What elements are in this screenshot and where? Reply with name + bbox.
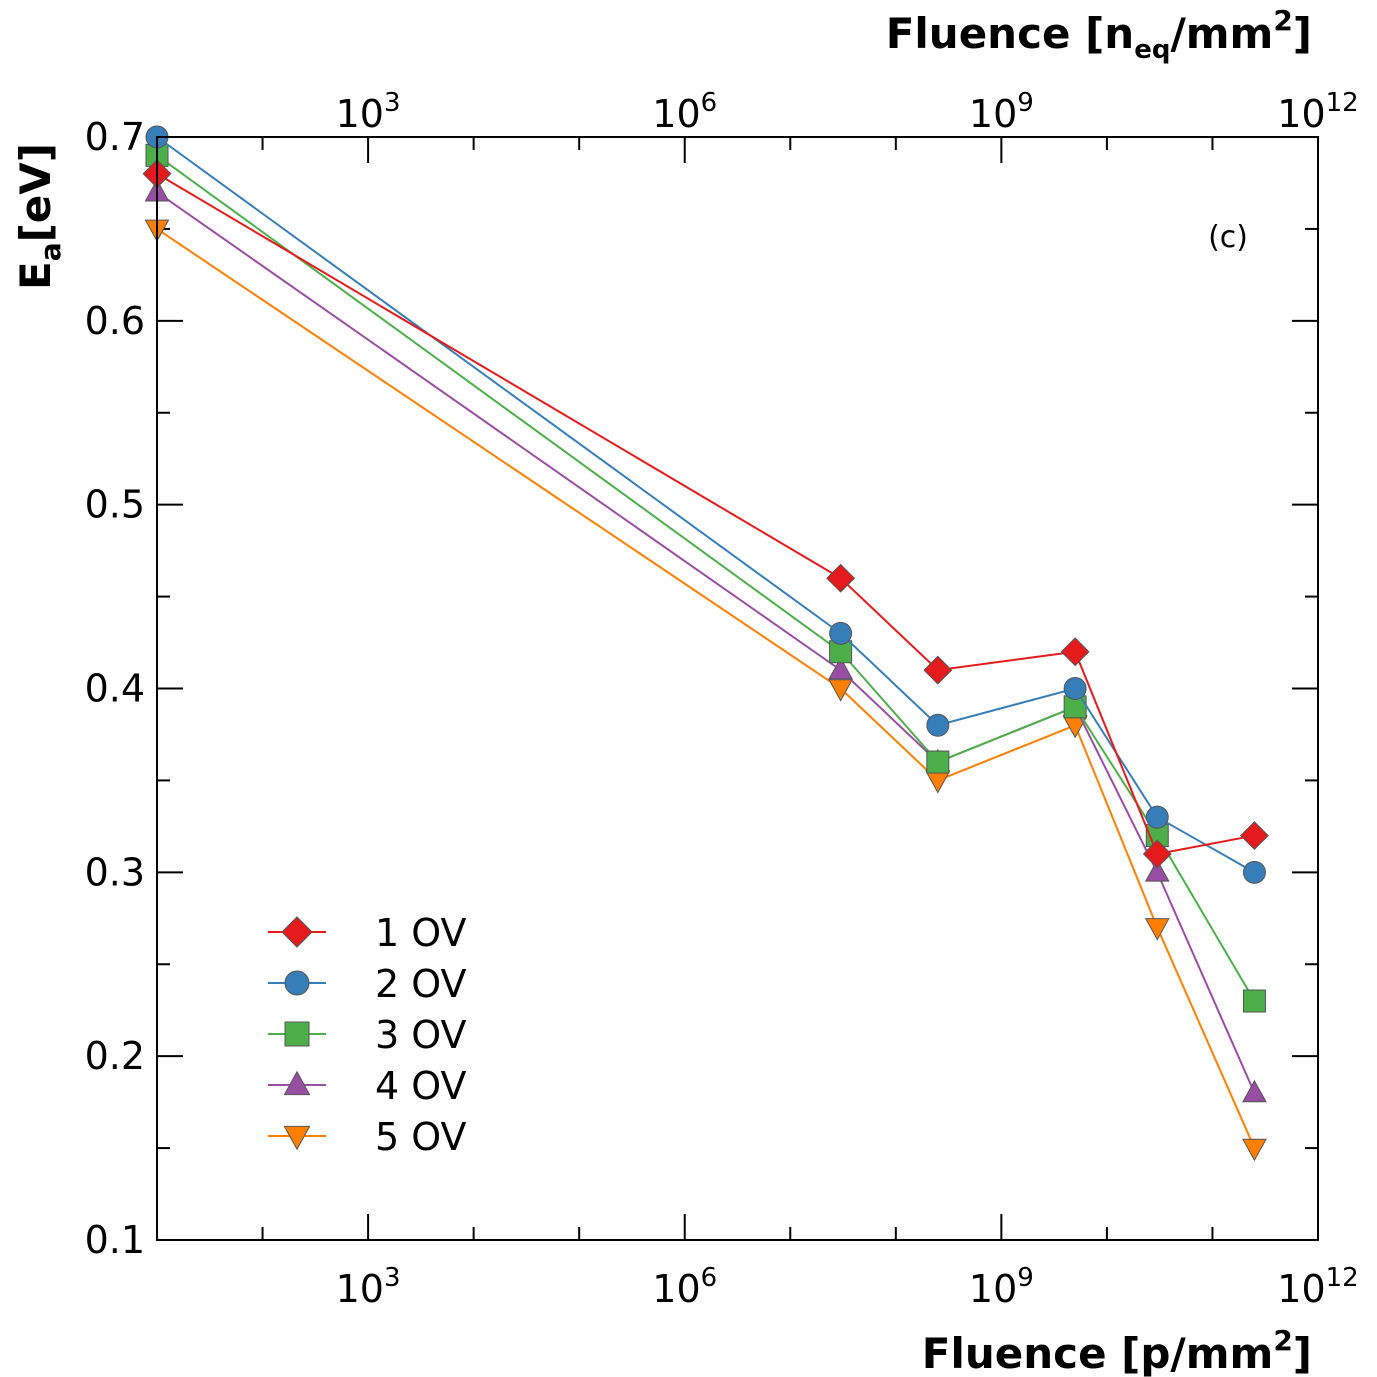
data-point [1063, 677, 1087, 700]
axes-layer: 0.10.20.30.40.50.60.71031031061061091091… [85, 88, 1359, 1311]
x-tick-label-bottom: 103 [336, 1263, 401, 1311]
y-title-main: E [11, 261, 60, 290]
tick-base: 10 [1277, 92, 1325, 136]
tick-exponent: 3 [384, 88, 401, 118]
legend: 1 OV 2 OV 3 OV 4 OV 5 OV [268, 911, 467, 1159]
data-point [926, 750, 950, 774]
tick-exponent: 3 [384, 1263, 401, 1293]
y-tick-label: 0.5 [85, 483, 145, 527]
legend-swatch-marker [284, 970, 310, 996]
data-point [1239, 821, 1269, 851]
x-tick-label-top: 103 [336, 88, 401, 136]
x-tick-label-bottom: 1012 [1277, 1263, 1358, 1311]
data-point [1145, 805, 1169, 829]
legend-swatch-marker [284, 1021, 310, 1047]
y-title-sub: a [34, 242, 67, 261]
legend-entry-1: 1 OV [268, 911, 467, 955]
tick-base: 10 [336, 92, 384, 136]
x-top-title-sub: eq [1134, 35, 1170, 65]
x-bottom-title-sup: 2 [1273, 1324, 1292, 1357]
tick-exponent: 12 [1326, 1263, 1359, 1293]
y-tick-label: 0.2 [85, 1034, 145, 1078]
annotation-label: (c) [1208, 220, 1248, 255]
x-top-title-close: ] [1293, 9, 1312, 58]
tick-base: 10 [969, 1267, 1017, 1311]
data-point [1242, 860, 1266, 884]
series-line [156, 172, 1255, 856]
data-point [1144, 859, 1170, 882]
x-tick-label-top: 1012 [1277, 88, 1358, 136]
y-tick-label: 0.3 [85, 850, 145, 894]
x-tick-label-top: 106 [652, 88, 717, 136]
series-layer [142, 125, 1269, 1162]
legend-label: 2 OV [375, 962, 467, 1006]
y-title-rest: [eV] [11, 143, 60, 242]
data-point [1242, 1138, 1267, 1162]
series-line [156, 228, 1256, 1149]
tick-exponent: 9 [1017, 1263, 1034, 1293]
legend-entry-3: 3 OV [268, 1013, 467, 1057]
series-line [156, 154, 1256, 1002]
series-line [156, 191, 1256, 1094]
x-axis-bottom-title: Fluence [p/mm2] [922, 1324, 1312, 1377]
series-line [156, 136, 1255, 874]
series-2 [145, 125, 1266, 884]
x-top-title-sup: 2 [1273, 4, 1292, 37]
tick-exponent: 9 [1017, 88, 1034, 118]
y-tick-label: 0.7 [85, 115, 145, 159]
series-3 [145, 143, 1266, 1013]
data-point [828, 679, 854, 702]
y-tick-label: 0.1 [85, 1218, 145, 1262]
data-point [1060, 637, 1090, 667]
series-1 [142, 159, 1269, 869]
legend-label: 3 OV [375, 1013, 467, 1057]
legend-entry-2: 2 OV [268, 962, 467, 1006]
y-tick-label: 0.4 [85, 667, 145, 711]
tick-base: 10 [652, 1267, 700, 1311]
x-tick-label-bottom: 106 [652, 1263, 717, 1311]
tick-base: 10 [1277, 1267, 1325, 1311]
legend-label: 4 OV [375, 1064, 467, 1108]
x-tick-label-top: 109 [969, 88, 1034, 136]
y-axis-title: Ea[eV] [11, 143, 67, 290]
tick-exponent: 6 [701, 88, 718, 118]
x-bottom-title-main: Fluence [p/mm [922, 1329, 1274, 1377]
data-point [1242, 1079, 1267, 1103]
data-point [923, 655, 953, 685]
data-point [926, 713, 950, 737]
data-point [1142, 839, 1172, 869]
legend-swatch-marker [283, 1070, 311, 1096]
series-4 [144, 179, 1267, 1103]
x-bottom-title-close: ] [1293, 1329, 1312, 1377]
tick-exponent: 6 [701, 1263, 718, 1293]
tick-base: 10 [652, 92, 700, 136]
x-top-title-main: Fluence [n [886, 9, 1134, 58]
legend-label: 5 OV [375, 1115, 467, 1159]
x-axis-top-title: Fluence [neq/mm2] [886, 4, 1312, 65]
tick-exponent: 12 [1326, 88, 1359, 118]
data-point [829, 621, 853, 645]
legend-label: 1 OV [375, 911, 467, 955]
tick-base: 10 [969, 92, 1017, 136]
data-point [828, 656, 854, 680]
series-5 [144, 219, 1267, 1162]
legend-entry-4: 4 OV [268, 1064, 467, 1108]
data-point [1144, 918, 1170, 941]
x-tick-label-bottom: 109 [969, 1263, 1034, 1311]
x-top-title-mid: /mm [1170, 9, 1273, 58]
data-point [826, 563, 856, 593]
tick-base: 10 [336, 1267, 384, 1311]
legend-swatch-marker [283, 1125, 311, 1151]
plot-frame [156, 136, 1319, 1241]
y-tick-label: 0.6 [85, 299, 145, 343]
data-point [1242, 989, 1266, 1013]
legend-entry-5: 5 OV [268, 1115, 467, 1159]
data-point [925, 771, 951, 794]
legend-swatch-marker [281, 916, 313, 948]
